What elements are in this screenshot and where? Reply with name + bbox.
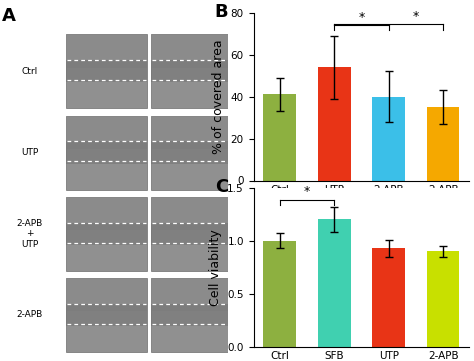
Text: 2-APB
+
UTP: 2-APB + UTP [17,219,43,249]
Bar [66,278,147,352]
Bar [151,278,232,352]
Bar [372,96,405,180]
Bar [151,223,232,245]
Bar [151,116,232,190]
Text: *: * [304,185,310,198]
Bar [151,197,232,230]
Bar [264,95,296,180]
Text: C: C [215,178,228,196]
Bar [66,142,147,164]
Bar [66,197,147,271]
Bar [318,67,351,180]
Text: B: B [215,3,228,21]
Y-axis label: Cell viability: Cell viability [209,229,222,305]
Bar [66,278,147,311]
Bar [151,34,232,68]
Bar [427,251,459,347]
Bar [151,142,232,164]
Text: 2-APB: 2-APB [17,310,43,319]
Text: A: A [2,7,16,25]
Bar [151,278,232,311]
Y-axis label: % of covered area: % of covered area [212,39,225,154]
Bar [66,197,147,230]
Bar [66,116,147,190]
Text: *: * [358,11,365,24]
Bar [318,219,351,347]
Bar [151,304,232,326]
Bar [66,116,147,149]
Bar [151,60,232,82]
Bar [66,223,147,245]
Bar [427,107,459,180]
Text: UTP: UTP [21,148,38,157]
Bar [372,248,405,347]
Text: *: * [413,10,419,23]
Bar [151,197,232,271]
Bar [66,60,147,82]
Bar [264,241,296,347]
Bar [66,304,147,326]
Bar [66,34,147,108]
Bar [151,116,232,149]
Text: Ctrl: Ctrl [21,67,38,76]
Bar [151,34,232,108]
Bar [66,34,147,68]
